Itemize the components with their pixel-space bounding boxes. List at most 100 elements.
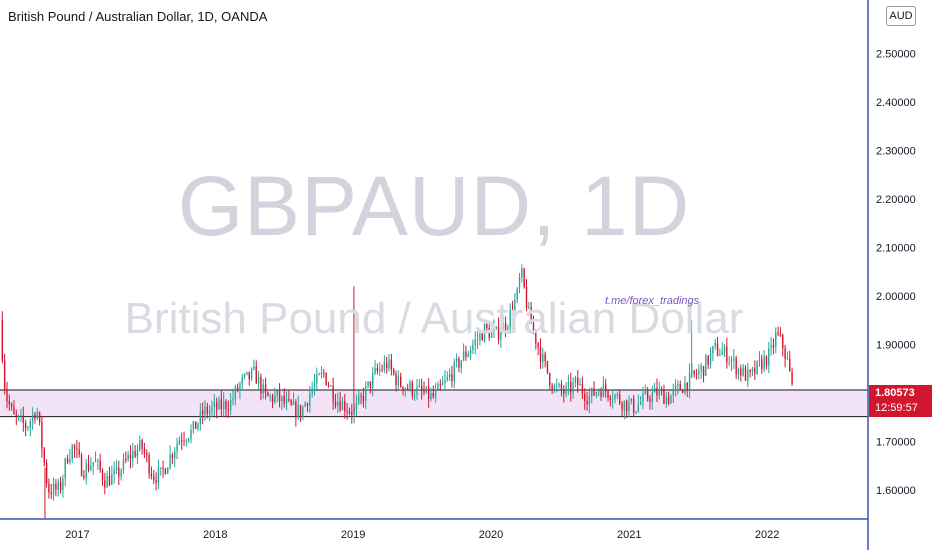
candle-body xyxy=(20,415,22,417)
candle-body xyxy=(488,327,490,338)
candle-body xyxy=(397,376,400,386)
annotation-text[interactable]: t.me/forex_tradings xyxy=(605,295,700,307)
candle-body xyxy=(332,385,334,402)
candle-body xyxy=(34,414,36,419)
candle-body xyxy=(313,383,316,389)
candle-body xyxy=(288,399,290,401)
candle-body xyxy=(399,376,402,387)
candle-body xyxy=(469,349,472,354)
candle-body xyxy=(504,322,507,330)
candle-body xyxy=(281,396,283,401)
candle-body xyxy=(605,384,607,392)
candle-body xyxy=(483,324,486,341)
candle-body xyxy=(726,346,728,363)
y-tick-label: 1.70000 xyxy=(876,436,916,448)
candle-body xyxy=(3,360,6,390)
candle-body xyxy=(521,268,523,278)
candle-body xyxy=(250,368,253,380)
candle-body xyxy=(733,358,735,361)
candle-body xyxy=(698,370,700,375)
candle-body xyxy=(176,444,178,452)
candle-body xyxy=(709,353,712,365)
candle-body xyxy=(136,449,139,457)
candle-body xyxy=(218,399,220,410)
candle-body xyxy=(134,451,136,457)
candle-body xyxy=(267,392,269,397)
candle-body xyxy=(721,351,723,355)
candle-body xyxy=(115,467,118,470)
candle-body xyxy=(458,358,460,368)
candle-body xyxy=(786,358,789,360)
candle-body xyxy=(455,358,458,362)
candles-layer xyxy=(1,264,793,519)
candle-body xyxy=(406,388,409,390)
candle-body xyxy=(66,458,69,463)
candle-body xyxy=(243,374,246,377)
candle-body xyxy=(639,402,642,405)
candle-body xyxy=(232,398,234,400)
candle-body xyxy=(1,320,4,361)
candle-body xyxy=(327,384,330,386)
candle-body xyxy=(772,345,775,348)
y-tick-label: 2.00000 xyxy=(876,291,916,303)
candle-body xyxy=(635,411,637,413)
candle-body xyxy=(55,483,57,490)
candle-body xyxy=(311,388,313,394)
candle-countdown: 12:59:57 xyxy=(875,402,918,414)
candle-body xyxy=(467,353,469,357)
y-tick-label: 1.90000 xyxy=(876,339,916,351)
candle-body xyxy=(257,376,260,384)
last-price-tag: 1.80573 12:59:57 xyxy=(869,385,932,417)
candle-body xyxy=(171,454,174,458)
candle-body xyxy=(155,479,157,483)
candle-body xyxy=(92,462,94,466)
candle-body xyxy=(178,440,181,445)
last-price-value: 1.80573 xyxy=(875,387,915,399)
candle-body xyxy=(362,395,365,402)
candle-body xyxy=(339,401,341,411)
candle-body xyxy=(334,401,337,406)
candle-body xyxy=(474,339,476,345)
candle-body xyxy=(723,346,726,352)
candle-body xyxy=(791,371,793,385)
candle-body xyxy=(372,373,374,388)
x-tick-label: 2021 xyxy=(617,529,641,541)
candle-body xyxy=(756,360,758,374)
candle-body xyxy=(376,367,379,371)
candle-body xyxy=(789,358,791,372)
candle-body xyxy=(41,422,43,449)
candle-body xyxy=(453,361,455,382)
candle-body xyxy=(276,390,278,396)
candle-body xyxy=(705,355,707,376)
candle-body xyxy=(591,387,593,397)
candle-body xyxy=(225,401,227,410)
candle-body xyxy=(183,440,185,442)
candle-body xyxy=(679,384,681,390)
candle-body xyxy=(24,423,27,429)
candle-body xyxy=(113,469,115,475)
candle-body xyxy=(593,387,595,396)
candle-body xyxy=(693,370,695,375)
candle-body xyxy=(444,379,446,383)
candle-body xyxy=(97,460,99,462)
candle-body xyxy=(667,396,670,404)
candle-body xyxy=(754,368,756,374)
candle-body xyxy=(656,387,658,396)
candle-body xyxy=(763,356,765,370)
candle-body xyxy=(13,406,15,415)
candle-body xyxy=(8,400,11,405)
candle-body xyxy=(239,383,241,391)
candle-body xyxy=(157,468,160,483)
candle-body xyxy=(416,386,418,396)
candle-body xyxy=(579,384,581,386)
candle-body xyxy=(411,382,414,396)
currency-badge[interactable]: AUD xyxy=(886,6,916,26)
candle-body xyxy=(742,367,744,376)
candle-body xyxy=(642,393,644,403)
candle-body xyxy=(185,440,188,442)
candle-body xyxy=(502,322,504,333)
candle-body xyxy=(29,421,31,428)
candle-body xyxy=(777,332,779,335)
